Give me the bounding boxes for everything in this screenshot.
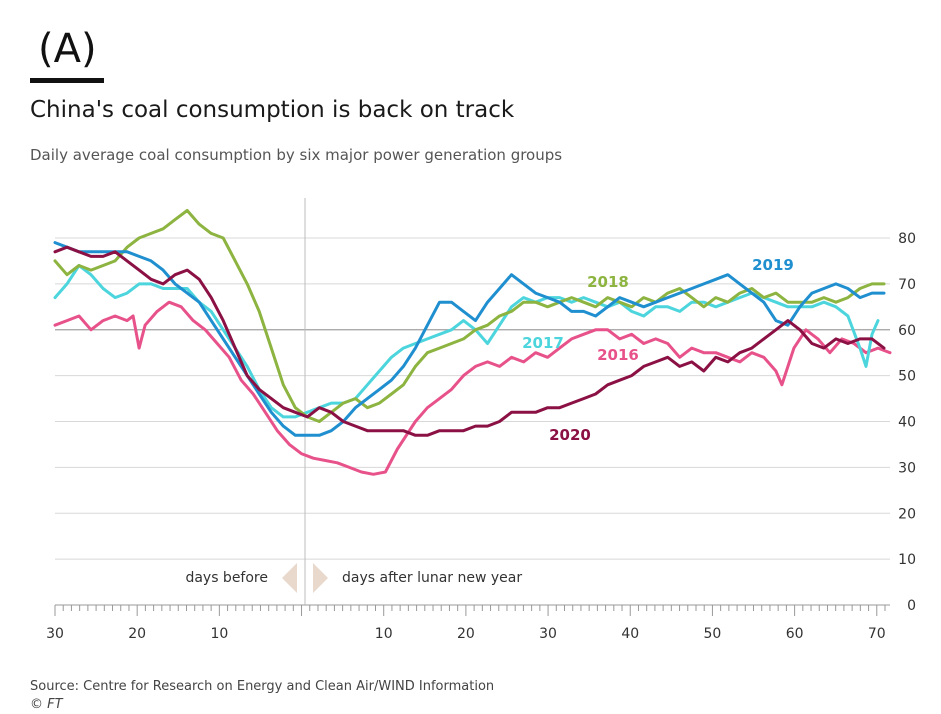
y-tick-label: 60	[898, 323, 916, 339]
arrow-right-icon	[313, 563, 328, 593]
x-tick-label: 40	[621, 626, 639, 642]
axes: 0 10 20 30 40 50 60 70 80 30 20 10 10 20 30 40 50 60 70	[46, 231, 916, 642]
series-label-2020: 2020	[549, 426, 591, 444]
x-tick-label: 30	[539, 626, 557, 642]
series-line-2018	[53, 209, 886, 423]
y-tick-label: 20	[898, 506, 916, 522]
source-note: Source: Centre for Research on Energy an…	[30, 678, 494, 714]
x-tick-label: 20	[128, 626, 146, 642]
chart-title: China's coal consumption is back on trac…	[30, 97, 515, 123]
x-tick-label: 50	[704, 626, 722, 642]
series-line-2019	[53, 241, 886, 437]
panel-label-underline	[30, 78, 104, 83]
series-layer	[53, 209, 892, 476]
panel-label: (A)	[38, 26, 97, 72]
y-tick-label: 40	[898, 415, 916, 431]
y-tick-label: 80	[898, 231, 916, 247]
series-label-2019: 2019	[752, 256, 794, 274]
series-label-2017: 2017	[522, 334, 564, 352]
series-labels: 2016 2017 2018 2019 2020	[522, 256, 794, 444]
x-tick-label: 10	[210, 626, 228, 642]
copyright-text: © FT	[30, 697, 63, 712]
days-after-label: days after lunar new year	[342, 570, 522, 586]
days-before-label: days before	[185, 570, 268, 586]
y-tick-label: 30	[898, 460, 916, 476]
series-line-2016	[53, 300, 892, 476]
source-text: Source: Centre for Research on Energy an…	[30, 679, 495, 694]
arrow-left-icon	[282, 563, 297, 593]
x-tick-label: 70	[868, 626, 886, 642]
y-tick-label: 70	[898, 277, 916, 293]
series-label-2018: 2018	[587, 273, 629, 291]
annotations: days before days after lunar new year	[185, 563, 522, 593]
x-tick-label: 60	[786, 626, 804, 642]
x-tick-label: 10	[375, 626, 393, 642]
y-tick-label: 0	[907, 598, 916, 614]
x-tick-label: 30	[46, 626, 64, 642]
gridlines	[55, 198, 890, 606]
y-tick-label: 10	[898, 552, 916, 568]
series-label-2016: 2016	[597, 346, 639, 364]
x-tick-label: 20	[457, 626, 475, 642]
series-line-2020	[53, 245, 886, 437]
chart-subtitle: Daily average coal consumption by six ma…	[30, 146, 563, 164]
y-tick-label: 50	[898, 369, 916, 385]
